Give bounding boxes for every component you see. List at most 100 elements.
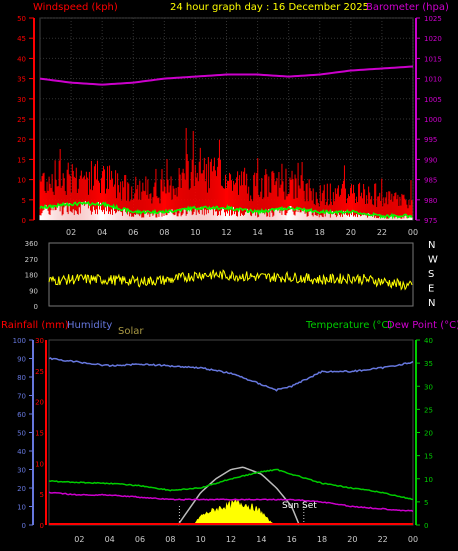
humidity-line bbox=[48, 357, 414, 392]
windspeed-tick-label: 10 bbox=[17, 177, 26, 185]
compass-label: N bbox=[428, 298, 435, 309]
x-tick-label: 22 bbox=[377, 228, 387, 237]
humidity-tick-label: 40 bbox=[17, 448, 26, 456]
barometer-tick-label: 1025 bbox=[424, 15, 442, 23]
x-tick-label: 04 bbox=[105, 535, 115, 544]
x-tick-label: 20 bbox=[347, 535, 357, 544]
direction-tick-label: 180 bbox=[25, 272, 38, 280]
direction-tick-label: 270 bbox=[25, 256, 38, 264]
rainfall-tick-label: 25 bbox=[35, 368, 44, 376]
x-tick-label: 02 bbox=[66, 228, 76, 237]
barometer-line bbox=[39, 65, 414, 86]
direction-tick-label: 90 bbox=[29, 287, 38, 295]
x-tick-label: 06 bbox=[128, 228, 138, 237]
barometer-tick-label: 1020 bbox=[424, 35, 442, 43]
humidity-tick-label: 90 bbox=[17, 356, 26, 364]
wind-average-line bbox=[39, 200, 413, 220]
windspeed-tick-label: 5 bbox=[22, 197, 26, 205]
temperature-tick-label: 20 bbox=[424, 430, 433, 438]
rainfall-tick-label: 10 bbox=[35, 460, 44, 468]
windspeed-tick-label: 25 bbox=[17, 116, 26, 124]
solar-label: Solar bbox=[118, 326, 144, 337]
barometer-tick-label: 980 bbox=[424, 197, 437, 205]
x-tick-label: 04 bbox=[97, 228, 107, 237]
windspeed-axis-title: Windspeed (kph) bbox=[33, 2, 118, 13]
barometer-tick-label: 1015 bbox=[424, 55, 442, 63]
humidity-tick-label: 80 bbox=[17, 374, 26, 382]
windspeed-tick-label: 0 bbox=[22, 217, 26, 225]
windspeed-tick-label: 20 bbox=[17, 136, 26, 144]
rainfall-tick-label: 5 bbox=[40, 491, 44, 499]
rainfall-axis-title: Rainfall (mm) bbox=[1, 320, 69, 331]
humidity-tick-label: 30 bbox=[17, 467, 26, 475]
humidity-tick-label: 0 bbox=[22, 522, 26, 530]
x-tick-label: 02 bbox=[74, 535, 84, 544]
x-tick-label: 14 bbox=[256, 535, 266, 544]
barometer-tick-label: 1005 bbox=[424, 96, 442, 104]
windspeed-tick-label: 30 bbox=[17, 96, 26, 104]
humidity-tick-label: 20 bbox=[17, 485, 26, 493]
dewpoint-line bbox=[48, 491, 414, 513]
compass-label: S bbox=[428, 269, 434, 280]
windspeed-tick-label: 50 bbox=[17, 15, 26, 23]
temperature-tick-label: 10 bbox=[424, 476, 433, 484]
humidity-axis-title: Humidity bbox=[67, 320, 112, 331]
x-tick-label: 18 bbox=[315, 228, 325, 237]
barometer-tick-label: 975 bbox=[424, 217, 437, 225]
x-tick-label: 18 bbox=[317, 535, 327, 544]
x-tick-label: 16 bbox=[284, 228, 294, 237]
barometer-axis-title: Barometer (hpa) bbox=[366, 2, 449, 13]
temperature-axis-title: Temperature (°C) bbox=[305, 320, 392, 331]
barometer-tick-label: 995 bbox=[424, 136, 437, 144]
x-tick-label: 10 bbox=[196, 535, 206, 544]
windspeed-tick-label: 40 bbox=[17, 55, 26, 63]
wind-barometer-chart: 0510152025303540455097598098599099510001… bbox=[17, 15, 442, 237]
temperature-tick-label: 30 bbox=[424, 383, 433, 391]
humidity-tick-label: 60 bbox=[17, 411, 26, 419]
rainfall-tick-label: 30 bbox=[35, 337, 44, 345]
temperature-humidity-chart: 0 10 20 30 40 50 60 70 80 90 10 00 5 10 15 20 25 30 0 5 10 15… bbox=[13, 337, 433, 544]
windspeed-tick-label: 45 bbox=[17, 35, 26, 43]
windspeed-tick-label: 15 bbox=[17, 156, 26, 164]
page-title: 24 hour graph day : 16 December 2025 bbox=[170, 2, 369, 13]
rainfall-tick-label: 15 bbox=[35, 430, 44, 438]
temperature-tick-label: 15 bbox=[424, 453, 433, 461]
x-tick-label: 16 bbox=[287, 535, 297, 544]
humidity-tick-label: 50 bbox=[17, 430, 26, 438]
rainfall-tick-label: 0 bbox=[40, 522, 44, 530]
x-tick-label: 00 bbox=[408, 535, 418, 544]
humidity-tick-label: 70 bbox=[17, 393, 26, 401]
humidity-tick-label: 10 bbox=[17, 504, 26, 512]
wind-direction-line bbox=[48, 269, 413, 291]
temperature-line bbox=[48, 468, 414, 501]
x-tick-label: 08 bbox=[159, 228, 169, 237]
barometer-tick-label: 985 bbox=[424, 177, 437, 185]
barometer-tick-label: 1010 bbox=[424, 76, 442, 84]
x-tick-label: 12 bbox=[226, 535, 236, 544]
temperature-tick-label: 40 bbox=[424, 337, 433, 345]
x-tick-label: 22 bbox=[378, 535, 388, 544]
direction-plot-frame bbox=[48, 242, 414, 307]
x-tick-label: 08 bbox=[165, 535, 175, 544]
windspeed-tick-label: 35 bbox=[17, 76, 26, 84]
x-tick-label: 14 bbox=[252, 228, 262, 237]
solar-area bbox=[193, 498, 277, 525]
compass-label: W bbox=[428, 255, 438, 266]
direction-tick-label: 360 bbox=[25, 240, 38, 248]
barometer-tick-label: 1000 bbox=[424, 116, 442, 124]
temperature-tick-label: 25 bbox=[424, 406, 433, 414]
temperature-tick-label: 35 bbox=[424, 360, 433, 368]
x-tick-label: 12 bbox=[221, 228, 231, 237]
x-tick-label: 20 bbox=[346, 228, 356, 237]
compass-label: N bbox=[428, 240, 435, 251]
compass-label: E bbox=[428, 284, 434, 295]
rainfall-tick-label: 20 bbox=[35, 399, 44, 407]
temperature-tick-label: 0 bbox=[424, 522, 428, 530]
direction-tick-label: 0 bbox=[34, 303, 38, 311]
barometer-tick-label: 990 bbox=[424, 156, 437, 164]
x-tick-label: 10 bbox=[190, 228, 200, 237]
temperature-tick-label: 5 bbox=[424, 499, 428, 507]
